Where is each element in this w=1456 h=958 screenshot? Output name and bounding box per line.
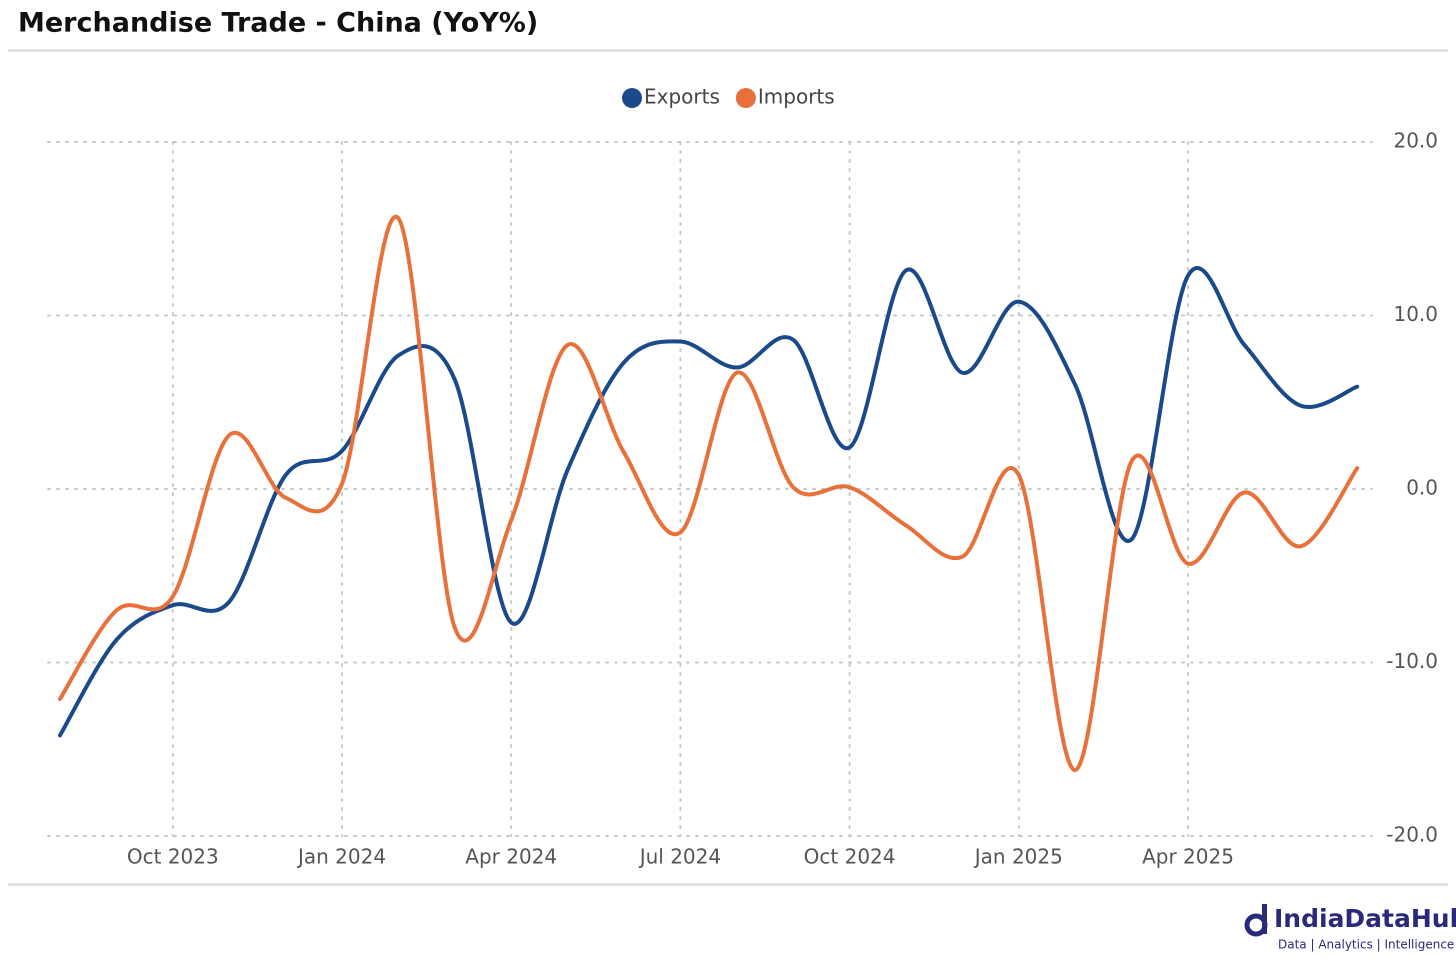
x-tick-label: Oct 2023 (127, 845, 219, 869)
series-line (58, 266, 1360, 738)
series-line (58, 214, 1360, 773)
legend-marker (735, 88, 756, 108)
chart-title: Merchandise Trade - China (YoY%) (18, 8, 538, 39)
x-tick-label: Apr 2025 (1142, 845, 1234, 869)
logo-icon (1262, 904, 1267, 934)
x-tick-label: Jul 2024 (638, 845, 721, 869)
x-tick-label: Oct 2024 (804, 845, 896, 869)
legend-label: Imports (758, 85, 835, 109)
logo: IndiaDataHub Data | Analytics | Intellig… (1244, 904, 1456, 952)
y-tick-label: -10.0 (1386, 649, 1438, 673)
x-tick-label: Jan 2025 (973, 845, 1063, 869)
bottom-rule (8, 883, 1448, 886)
brand-name: IndiaDataHub (1274, 904, 1456, 933)
y-tick-label: 20.0 (1393, 129, 1438, 153)
legend-marker (622, 88, 642, 108)
brand-tagline: Data | Analytics | Intelligence (1278, 938, 1454, 952)
y-tick-label: 0.0 (1406, 476, 1438, 500)
x-tick-label: Apr 2024 (465, 845, 557, 869)
y-tick-label: -20.0 (1386, 823, 1438, 847)
x-tick-label: Jan 2024 (296, 845, 386, 869)
legend-label: Exports (644, 85, 720, 109)
top-rule (8, 49, 1448, 52)
y-tick-label: 10.0 (1393, 302, 1438, 326)
